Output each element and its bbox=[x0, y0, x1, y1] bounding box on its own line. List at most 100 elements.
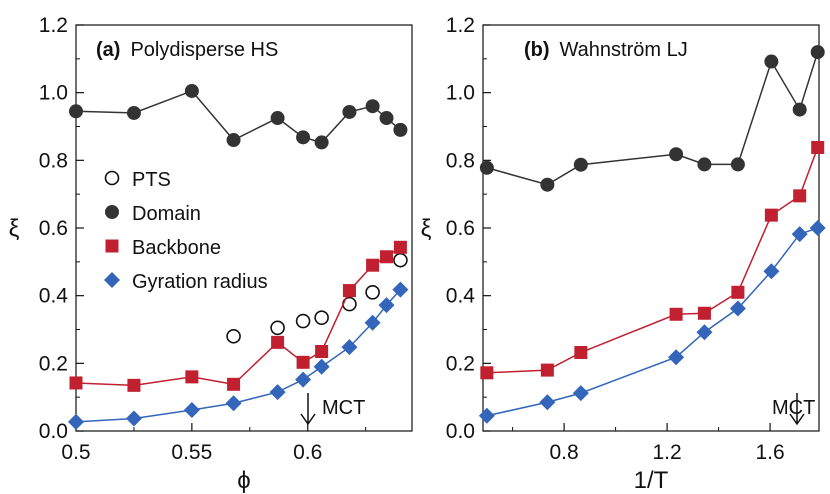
y-tick-label: 0.0 bbox=[39, 420, 68, 443]
data-point bbox=[126, 105, 141, 120]
y-tick-label: 1.0 bbox=[446, 82, 475, 105]
data-point bbox=[668, 349, 685, 366]
data-point bbox=[539, 394, 556, 411]
legend: PTS Domain Backbone Gyration radius bbox=[104, 169, 268, 293]
y-tick-label: 0.2 bbox=[39, 352, 68, 375]
y-tick-label: 0.2 bbox=[446, 352, 475, 375]
data-point bbox=[379, 111, 394, 126]
data-point bbox=[540, 177, 555, 192]
series-gyration-radius bbox=[68, 281, 409, 430]
data-point bbox=[392, 281, 409, 298]
data-point bbox=[697, 306, 711, 320]
data-point bbox=[540, 363, 554, 377]
data-point bbox=[393, 240, 407, 254]
data-point bbox=[811, 140, 825, 154]
x-axis-label: 1/T bbox=[634, 467, 669, 494]
data-point bbox=[731, 285, 745, 299]
panel-label: (b) bbox=[524, 39, 550, 61]
data-point bbox=[696, 324, 713, 341]
data-point bbox=[764, 208, 778, 222]
panel-title-text: Polydisperse HS bbox=[130, 39, 278, 61]
data-point bbox=[269, 384, 286, 401]
data-point bbox=[574, 346, 588, 360]
y-tick-label: 0.0 bbox=[446, 420, 475, 443]
data-point bbox=[573, 157, 588, 172]
data-point bbox=[341, 339, 358, 356]
data-point bbox=[227, 377, 241, 391]
data-point bbox=[763, 263, 780, 280]
legend-marker bbox=[104, 272, 120, 288]
data-point bbox=[809, 220, 826, 236]
data-point bbox=[478, 407, 495, 424]
data-point bbox=[296, 130, 311, 145]
data-point bbox=[314, 135, 329, 150]
data-point bbox=[342, 284, 356, 298]
x-tick-label: 0.8 bbox=[550, 441, 579, 464]
y-tick-label: 0.6 bbox=[446, 217, 475, 240]
legend-marker bbox=[105, 205, 119, 219]
data-point bbox=[393, 252, 408, 268]
panel-b: 0.0 0.2 0.4 0.6 0.8 1.0 1.2 0.8 1.2 1.6 1/T ξ (b) Wah… bbox=[421, 14, 826, 494]
data-point bbox=[127, 378, 141, 392]
legend-marker bbox=[104, 170, 120, 186]
mct-arrow-head bbox=[789, 413, 805, 426]
data-point bbox=[184, 83, 199, 98]
data-point bbox=[69, 104, 83, 119]
y-tick-label: 0.8 bbox=[39, 149, 68, 172]
series-pts bbox=[226, 252, 408, 344]
data-point bbox=[393, 122, 408, 137]
data-point bbox=[342, 104, 357, 119]
y-tick-label: 1.0 bbox=[39, 82, 68, 105]
panel-label: (a) bbox=[96, 39, 120, 61]
x-axis-label: ϕ bbox=[237, 467, 250, 494]
data-point bbox=[314, 310, 329, 325]
x-tick-label: 1.6 bbox=[755, 441, 784, 464]
data-point bbox=[380, 250, 394, 264]
panel-title: (a) Polydisperse HS bbox=[96, 39, 278, 61]
data-point bbox=[183, 402, 200, 419]
data-point bbox=[185, 370, 199, 384]
data-point bbox=[226, 133, 241, 148]
data-point bbox=[364, 314, 381, 331]
mct-label: MCT bbox=[322, 397, 365, 419]
x-tick-label: 0.5 bbox=[61, 441, 90, 464]
series-line bbox=[75, 246, 401, 387]
y-tick-label: 1.2 bbox=[39, 14, 68, 37]
data-point bbox=[296, 355, 310, 369]
y-tick-label: 0.4 bbox=[446, 285, 476, 308]
data-point bbox=[366, 258, 380, 272]
data-point bbox=[125, 410, 142, 427]
data-point bbox=[313, 358, 330, 375]
mct-label: MCT bbox=[772, 397, 815, 419]
panel-a: 0.0 0.2 0.4 0.6 0.8 1.0 1.2 0.5 0.55 0.6 ϕ ξ (a) Poly… bbox=[9, 14, 413, 494]
data-point bbox=[479, 160, 494, 175]
series-gyration-radius bbox=[478, 220, 826, 424]
data-point bbox=[295, 371, 312, 388]
legend-label: PTS bbox=[132, 169, 171, 191]
data-point bbox=[271, 335, 285, 349]
x-tick-label: 0.55 bbox=[171, 441, 212, 464]
data-point bbox=[295, 313, 311, 329]
data-point bbox=[669, 307, 683, 321]
x-tick-label: 1.2 bbox=[652, 441, 681, 464]
series-line bbox=[486, 51, 819, 186]
data-point bbox=[480, 366, 494, 380]
data-point bbox=[697, 157, 712, 172]
x-tick-label: 0.6 bbox=[293, 441, 322, 464]
data-point bbox=[365, 284, 380, 300]
y-tick-label: 0.8 bbox=[446, 149, 475, 172]
legend-marker bbox=[105, 239, 119, 253]
y-tick-label: 0.4 bbox=[39, 285, 69, 308]
data-point bbox=[572, 385, 589, 402]
plot-frame bbox=[75, 24, 413, 432]
series-backbone bbox=[480, 140, 825, 380]
y-axis-label: ξ bbox=[421, 215, 432, 242]
data-point bbox=[365, 99, 380, 114]
series-domain bbox=[69, 83, 408, 150]
data-point bbox=[378, 297, 395, 314]
series-line bbox=[486, 227, 818, 417]
data-point bbox=[764, 54, 779, 69]
data-point bbox=[270, 320, 285, 336]
data-point bbox=[225, 395, 242, 412]
panel-title-text: Wahnström LJ bbox=[560, 39, 688, 61]
